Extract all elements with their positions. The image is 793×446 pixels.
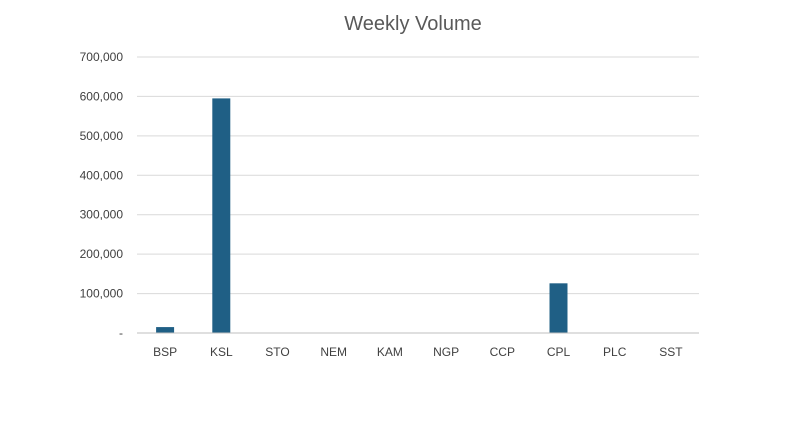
y-tick-label: 400,000 (80, 168, 124, 182)
gridlines (137, 56, 699, 295)
x-tick-label: PLC (603, 345, 627, 359)
chart-title: Weekly Volume (344, 13, 481, 35)
bar-bsp (156, 327, 175, 333)
y-tick-label: 500,000 (80, 129, 124, 143)
y-tick-label: 100,000 (80, 287, 124, 301)
x-tick-label: STO (265, 345, 289, 359)
x-tick-label: NEM (320, 345, 347, 359)
y-axis-tick-labels: - 100,000 200,000 300,000 400,000 500,000 600,… (80, 50, 124, 340)
bars (156, 98, 568, 334)
x-tick-label: SST (659, 345, 683, 359)
y-tick-label: 600,000 (80, 89, 124, 103)
y-tick-label: - (119, 326, 123, 340)
x-tick-label: CPL (547, 345, 571, 359)
x-axis-tick-labels: BSP KSL STO NEM KAM NGP CCP CPL PLC SST (153, 345, 683, 359)
x-tick-label: NGP (433, 345, 459, 359)
bar-cpl (549, 283, 568, 333)
y-tick-label: 200,000 (80, 247, 124, 261)
x-tick-label: BSP (153, 345, 177, 359)
x-tick-label: CCP (490, 345, 515, 359)
y-tick-label: 300,000 (80, 208, 124, 222)
x-tick-label: KAM (377, 345, 403, 359)
y-tick-label: 700,000 (80, 50, 124, 64)
bar-ksl (212, 98, 231, 334)
x-tick-label: KSL (210, 345, 233, 359)
